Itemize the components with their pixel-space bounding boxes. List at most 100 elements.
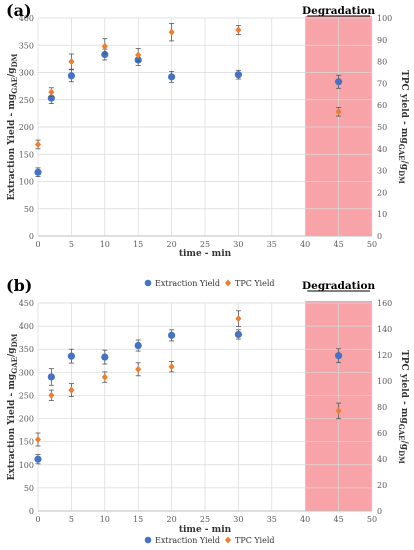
tpc-yield-point [35,435,41,444]
x-tick-label: 20 [167,240,177,249]
y-left-tick-label: 150 [19,438,34,447]
x-axis-title: time - min [179,525,232,535]
extraction-yield-series [34,329,343,465]
tpc-yield-series [35,23,342,150]
x-tick-label: 25 [200,240,210,249]
x-tick-label: 40 [300,515,310,524]
x-tick-label: 15 [133,240,143,249]
y-right-tick-label: 50 [377,123,387,132]
label-text: /g [7,67,17,77]
y-right-tick-label: 120 [377,351,392,360]
legend-tpc-label: TPC Yield [235,279,275,288]
x-tick-label: 50 [367,515,377,524]
legend-extraction-label: Extraction Yield [155,279,220,288]
legend-tpc-marker [225,536,231,544]
label-text: /g [7,347,17,357]
y-right-tick-label: 60 [377,101,387,110]
label-subscript: DM [397,450,406,464]
legend: Extraction Yield TPC Yield [144,536,275,545]
y-right-tick-label: 90 [377,36,387,45]
x-tick-label: 45 [334,515,344,524]
y-right-tick-label: 100 [377,377,392,386]
y-left-tick-label: 400 [19,14,34,23]
legend-extraction-marker [144,536,152,544]
label-subscript: DM [10,333,19,347]
extraction-yield-point [134,341,142,350]
y-left-tick-label: 50 [24,205,34,214]
y-right-tick-label: 70 [377,79,387,88]
extraction-yield-point [34,168,42,176]
extraction-yield-series [34,48,343,177]
extraction-yield-point [101,353,109,361]
y-left-tick-label: 350 [19,345,34,354]
x-tick-label: 25 [200,515,210,524]
x-tick-label: 35 [267,515,277,524]
x-tick-label: 0 [35,515,40,524]
label-subscript: GAE [397,424,406,441]
label-text: Extraction Yield - mg [7,93,17,200]
tpc-yield-point [35,140,41,149]
y-left-tick-label: 400 [19,322,34,331]
y-left-axis-title: Extraction Yield - mgGAE/gDM [7,333,19,480]
y-right-tick-label: 60 [377,429,387,438]
label-text: /g [399,441,409,451]
legend-extraction-label: Extraction Yield [155,536,220,545]
tpc-yield-point [335,108,342,116]
y-right-tick-label: 10 [377,210,387,219]
y-left-tick-label: 50 [24,484,34,493]
tpc-yield-point [48,391,55,399]
y-left-tick-label: 300 [19,368,34,377]
extraction-yield-point [101,50,109,59]
x-axis-title: time - min [179,249,232,259]
label-subscript: DM [10,53,19,67]
legend-tpc-marker [225,279,231,287]
tpc-yield-point [135,365,142,373]
x-tick-label: 50 [367,240,377,249]
y-left-tick-label: 250 [19,391,34,400]
label-text: Extraction Yield - mg [7,373,17,480]
panel-label: (a) [6,1,32,20]
chart-panel-a: 0 5 10 15 20 25 30 35 40 45 5005010015020025030035… [6,1,409,288]
tpc-yield-point [168,363,175,371]
tpc-yield-point [68,386,75,394]
legend-tpc-label: TPC Yield [235,536,275,545]
extraction-yield-point [234,330,242,339]
tpc-yield-point [48,88,55,96]
y-left-tick-label: 250 [19,96,34,105]
y-left-tick-label: 0 [29,507,34,516]
x-tick-label: 10 [100,515,110,524]
x-tick-label: 35 [267,240,277,249]
y-right-tick-label: 80 [377,403,387,412]
tpc-yield-point [101,42,108,50]
panel-label: (b) [6,276,32,295]
label-subscript: GAE [397,144,406,161]
x-tick-label: 10 [100,240,110,249]
y-left-tick-label: 0 [29,232,34,241]
y-left-tick-label: 200 [19,123,34,132]
x-tick-label: 5 [69,515,74,524]
x-tick-label: 45 [334,240,344,249]
label-text: /g [399,161,409,171]
extraction-yield-point [168,331,176,339]
y-right-tick-label: 0 [377,232,382,241]
label-subscript: GAE [10,77,19,94]
x-tick-label: 30 [233,240,243,249]
y-right-tick-label: 40 [377,455,387,464]
extraction-yield-point [335,352,343,360]
tpc-yield-point [68,58,75,66]
extraction-yield-point [47,373,55,381]
label-subscript: DM [397,170,406,184]
y-right-tick-label: 30 [377,167,387,176]
x-tick-label: 30 [233,515,243,524]
extraction-yield-point [67,352,75,360]
y-left-tick-label: 200 [19,415,34,424]
tpc-yield-point [235,315,242,323]
y-left-tick-label: 450 [19,299,34,308]
legend: Extraction Yield TPC Yield [144,279,275,288]
tpc-yield-point [135,51,142,59]
y-right-tick-label: 80 [377,58,387,67]
y-right-axis-title: TPC yield - mgGAE/gDM [397,70,409,184]
y-left-tick-label: 150 [19,150,34,159]
y-left-axis-title: Extraction Yield - mgGAE/gDM [7,53,19,200]
